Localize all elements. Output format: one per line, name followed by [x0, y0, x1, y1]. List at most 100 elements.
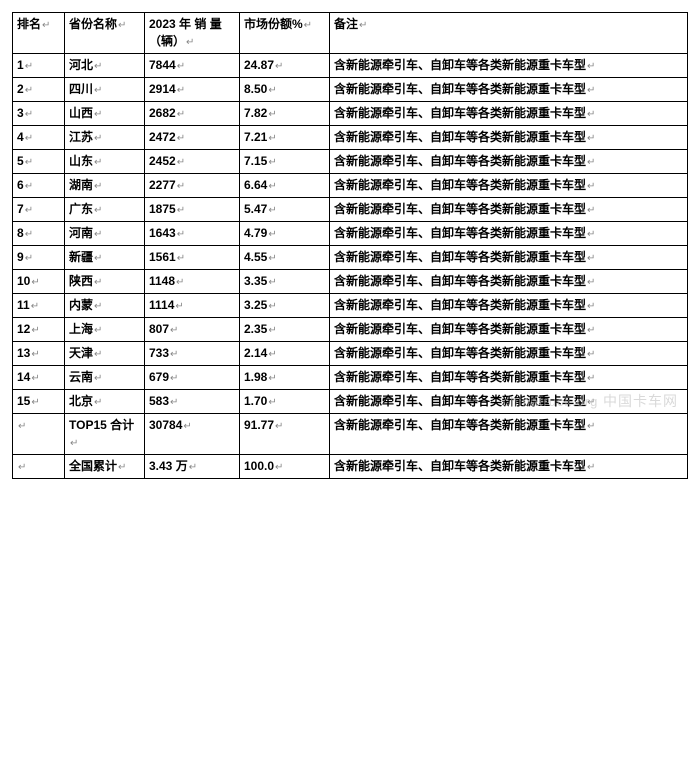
table-row: 13↵天津↵733↵2.14↵含新能源牵引车、自卸车等各类新能源重卡车型↵	[13, 341, 688, 365]
table-row: 7↵广东↵1875↵5.47↵含新能源牵引车、自卸车等各类新能源重卡车型↵	[13, 197, 688, 221]
cell-note: 含新能源牵引车、自卸车等各类新能源重卡车型↵	[330, 101, 688, 125]
cell-rank: 6↵	[13, 173, 65, 197]
cell-share: 6.64↵	[240, 173, 330, 197]
cell-prov: 山西↵	[65, 101, 145, 125]
cell-rank: ↵	[13, 413, 65, 454]
cell-rank: 15↵	[13, 389, 65, 413]
sales-table: 排名↵ 省份名称↵ 2023 年 销 量（辆）↵ 市场份额%↵ 备注↵ 1↵河北…	[12, 12, 688, 479]
cell-sales: 679↵	[145, 365, 240, 389]
cell-note: 含新能源牵引车、自卸车等各类新能源重卡车型↵	[330, 454, 688, 478]
table-header-row: 排名↵ 省份名称↵ 2023 年 销 量（辆）↵ 市场份额%↵ 备注↵	[13, 13, 688, 54]
table-row: 1↵河北↵7844↵24.87↵含新能源牵引车、自卸车等各类新能源重卡车型↵	[13, 53, 688, 77]
table-row: 6↵湖南↵2277↵6.64↵含新能源牵引车、自卸车等各类新能源重卡车型↵	[13, 173, 688, 197]
cell-sales: 2277↵	[145, 173, 240, 197]
col-sales: 2023 年 销 量（辆）↵	[145, 13, 240, 54]
cell-share: 100.0↵	[240, 454, 330, 478]
cell-sales: 2682↵	[145, 101, 240, 125]
cell-share: 3.35↵	[240, 269, 330, 293]
cell-sales: 30784↵	[145, 413, 240, 454]
cell-sales: 1114↵	[145, 293, 240, 317]
col-share: 市场份额%↵	[240, 13, 330, 54]
cell-prov: 河南↵	[65, 221, 145, 245]
cell-rank: 11↵	[13, 293, 65, 317]
col-rank: 排名↵	[13, 13, 65, 54]
cell-share: 4.79↵	[240, 221, 330, 245]
cell-note: 含新能源牵引车、自卸车等各类新能源重卡车型↵	[330, 53, 688, 77]
cell-sales: 583↵	[145, 389, 240, 413]
cell-sales: 1148↵	[145, 269, 240, 293]
table-row: 4↵江苏↵2472↵7.21↵含新能源牵引车、自卸车等各类新能源重卡车型↵	[13, 125, 688, 149]
col-province: 省份名称↵	[65, 13, 145, 54]
cell-rank: 2↵	[13, 77, 65, 101]
cell-share: 2.14↵	[240, 341, 330, 365]
cell-prov: 四川↵	[65, 77, 145, 101]
cell-share: 91.77↵	[240, 413, 330, 454]
cell-note: 含新能源牵引车、自卸车等各类新能源重卡车型↵	[330, 173, 688, 197]
table-row: 3↵山西↵2682↵7.82↵含新能源牵引车、自卸车等各类新能源重卡车型↵	[13, 101, 688, 125]
cell-note: 含新能源牵引车、自卸车等各类新能源重卡车型↵	[330, 221, 688, 245]
cell-prov: 上海↵	[65, 317, 145, 341]
cell-share: 7.82↵	[240, 101, 330, 125]
cell-rank: 12↵	[13, 317, 65, 341]
cell-prov: 云南↵	[65, 365, 145, 389]
cell-prov: 广东↵	[65, 197, 145, 221]
cell-note: 含新能源牵引车、自卸车等各类新能源重卡车型↵	[330, 197, 688, 221]
cell-sales: 3.43 万↵	[145, 454, 240, 478]
cell-rank: 13↵	[13, 341, 65, 365]
cell-share: 4.55↵	[240, 245, 330, 269]
cell-share: 7.21↵	[240, 125, 330, 149]
cell-note: 含新能源牵引车、自卸车等各类新能源重卡车型↵	[330, 269, 688, 293]
cell-rank: ↵	[13, 454, 65, 478]
cell-sales: 7844↵	[145, 53, 240, 77]
cell-sales: 1875↵	[145, 197, 240, 221]
cell-rank: 1↵	[13, 53, 65, 77]
table-row: 5↵山东↵2452↵7.15↵含新能源牵引车、自卸车等各类新能源重卡车型↵	[13, 149, 688, 173]
cell-prov: 陕西↵	[65, 269, 145, 293]
cell-rank: 4↵	[13, 125, 65, 149]
cell-note: 含新能源牵引车、自卸车等各类新能源重卡车型↵	[330, 365, 688, 389]
cell-prov: 河北↵	[65, 53, 145, 77]
cell-prov: 天津↵	[65, 341, 145, 365]
cell-share: 5.47↵	[240, 197, 330, 221]
cell-sales: 1561↵	[145, 245, 240, 269]
cell-prov: 内蒙↵	[65, 293, 145, 317]
table-row: 8↵河南↵1643↵4.79↵含新能源牵引车、自卸车等各类新能源重卡车型↵	[13, 221, 688, 245]
table-row: 2↵四川↵2914↵8.50↵含新能源牵引车、自卸车等各类新能源重卡车型↵	[13, 77, 688, 101]
cell-prov: 湖南↵	[65, 173, 145, 197]
cell-share: 24.87↵	[240, 53, 330, 77]
table-row: ↵全国累计↵3.43 万↵100.0↵含新能源牵引车、自卸车等各类新能源重卡车型…	[13, 454, 688, 478]
cell-prov: TOP15 合计↵	[65, 413, 145, 454]
cell-prov: 江苏↵	[65, 125, 145, 149]
cell-note: 含新能源牵引车、自卸车等各类新能源重卡车型↵	[330, 413, 688, 454]
cell-share: 1.98↵	[240, 365, 330, 389]
cell-rank: 7↵	[13, 197, 65, 221]
cell-rank: 3↵	[13, 101, 65, 125]
table-row: ↵TOP15 合计↵30784↵91.77↵含新能源牵引车、自卸车等各类新能源重…	[13, 413, 688, 454]
cell-note: 含新能源牵引车、自卸车等各类新能源重卡车型↵	[330, 317, 688, 341]
cell-note: 含新能源牵引车、自卸车等各类新能源重卡车型↵	[330, 77, 688, 101]
col-note: 备注↵	[330, 13, 688, 54]
cell-sales: 807↵	[145, 317, 240, 341]
cell-sales: 733↵	[145, 341, 240, 365]
cell-prov: 全国累计↵	[65, 454, 145, 478]
cell-share: 7.15↵	[240, 149, 330, 173]
cell-note: 含新能源牵引车、自卸车等各类新能源重卡车型↵	[330, 245, 688, 269]
cell-share: 3.25↵	[240, 293, 330, 317]
cell-note: 含新能源牵引车、自卸车等各类新能源重卡车型↵	[330, 149, 688, 173]
cell-note: 含新能源牵引车、自卸车等各类新能源重卡车型↵	[330, 389, 688, 413]
cell-note: 含新能源牵引车、自卸车等各类新能源重卡车型↵	[330, 125, 688, 149]
cell-note: 含新能源牵引车、自卸车等各类新能源重卡车型↵	[330, 293, 688, 317]
table-row: 15↵北京↵583↵1.70↵含新能源牵引车、自卸车等各类新能源重卡车型↵	[13, 389, 688, 413]
cell-prov: 新疆↵	[65, 245, 145, 269]
cell-rank: 5↵	[13, 149, 65, 173]
cell-sales: 2472↵	[145, 125, 240, 149]
cell-prov: 北京↵	[65, 389, 145, 413]
cell-prov: 山东↵	[65, 149, 145, 173]
cell-note: 含新能源牵引车、自卸车等各类新能源重卡车型↵	[330, 341, 688, 365]
table-row: 11↵内蒙↵1114↵3.25↵含新能源牵引车、自卸车等各类新能源重卡车型↵	[13, 293, 688, 317]
table-row: 10↵陕西↵1148↵3.35↵含新能源牵引车、自卸车等各类新能源重卡车型↵	[13, 269, 688, 293]
table-row: 14↵云南↵679↵1.98↵含新能源牵引车、自卸车等各类新能源重卡车型↵	[13, 365, 688, 389]
table-row: 9↵新疆↵1561↵4.55↵含新能源牵引车、自卸车等各类新能源重卡车型↵	[13, 245, 688, 269]
cell-rank: 10↵	[13, 269, 65, 293]
cell-share: 8.50↵	[240, 77, 330, 101]
